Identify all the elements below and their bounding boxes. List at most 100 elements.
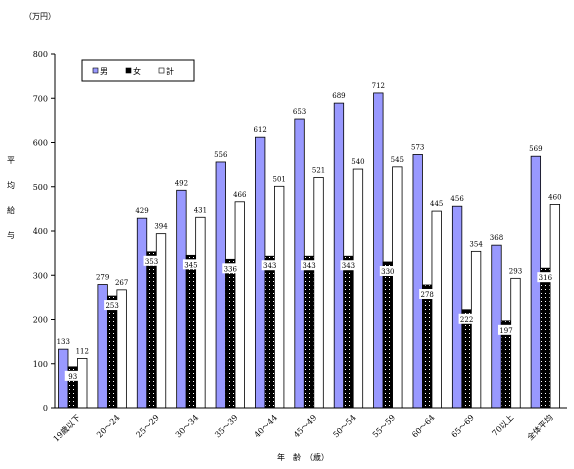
data-label: 343	[263, 262, 276, 270]
bar-male	[176, 189, 187, 409]
x-tick-label: 20～24	[95, 413, 121, 439]
y-tick-label: 500	[33, 183, 48, 192]
x-tick-label: 65～69	[450, 413, 476, 439]
legend-swatch-total	[158, 67, 165, 74]
data-label: 556	[214, 151, 228, 159]
bar-total	[431, 210, 442, 409]
bar-female	[343, 255, 354, 409]
data-label: 653	[293, 108, 306, 116]
data-label: 345	[184, 261, 197, 269]
data-label: 316	[539, 274, 553, 282]
data-label: 279	[96, 274, 109, 282]
bar-female	[106, 295, 118, 409]
data-label: 368	[490, 234, 503, 242]
data-label: 93	[68, 373, 77, 381]
bar-total	[352, 168, 364, 409]
data-label: 394	[154, 223, 168, 231]
x-tick-label: 19歳以下	[51, 412, 82, 443]
y-axis-title-char: 平	[7, 156, 15, 165]
bar-female	[225, 258, 236, 409]
data-label: 354	[469, 240, 483, 248]
data-label-background	[379, 265, 396, 276]
x-tick-label: 25～29	[134, 413, 160, 439]
legend-label-female: 女	[133, 66, 141, 76]
data-label: 353	[145, 258, 158, 266]
data-label: 431	[194, 206, 207, 214]
x-axis: 19歳以下 20～24 25～29 30～34 35～39 40～44 45～49 50～54…	[51, 407, 567, 444]
bar-total	[77, 358, 88, 409]
y-tick-label: 100	[33, 360, 48, 369]
bar-total	[392, 166, 403, 409]
data-label: 267	[115, 279, 128, 287]
data-label: 569	[529, 145, 542, 153]
data-label: 278	[421, 291, 434, 299]
y-axis-title-char: 与	[7, 231, 15, 240]
data-label: 343	[342, 262, 355, 270]
data-label: 330	[381, 268, 394, 276]
unit-label: （万円）	[24, 12, 56, 21]
bar-female	[382, 261, 393, 409]
data-label: 689	[332, 92, 345, 100]
data-label-background	[64, 370, 81, 381]
bar-male	[255, 136, 266, 409]
y-tick-label: 0	[43, 404, 48, 413]
data-label: 545	[391, 156, 404, 164]
bar-total	[470, 250, 482, 409]
x-tick-label: 30～34	[174, 413, 200, 439]
y-tick-label: 200	[33, 316, 48, 325]
legend-label-total: 計	[166, 66, 174, 76]
x-tick-label: 45～49	[292, 413, 318, 439]
data-label: 460	[548, 193, 561, 201]
x-tick-label: 70以上	[490, 413, 515, 438]
data-label-background	[182, 259, 199, 270]
y-tick-label: 300	[33, 271, 48, 280]
data-label: 712	[372, 82, 385, 90]
data-label: 293	[509, 267, 522, 275]
bar-total	[234, 201, 245, 409]
data-label: 501	[272, 175, 285, 183]
x-tick-label: 40～44	[253, 413, 279, 439]
data-label: 573	[411, 143, 424, 151]
legend-swatch-male	[92, 67, 99, 74]
data-label: 253	[105, 302, 118, 310]
bar-male	[333, 102, 345, 409]
bar-total	[510, 277, 521, 409]
legend-box	[81, 59, 195, 82]
y-axis-title-char: 均	[7, 180, 15, 190]
legend: 男 女 計	[81, 59, 195, 82]
data-label: 540	[351, 158, 364, 166]
data-label-background	[261, 260, 278, 271]
data-label-background	[222, 263, 239, 274]
bar-male	[215, 161, 226, 409]
data-label-background	[497, 324, 514, 335]
bar-total	[274, 185, 285, 409]
data-label: 336	[224, 265, 238, 273]
y-tick-label: 700	[33, 94, 48, 103]
bar-male	[373, 92, 384, 409]
data-label: 521	[312, 166, 325, 174]
data-label: 112	[76, 347, 89, 355]
y-tick-label: 400	[33, 227, 48, 236]
data-label-background	[537, 272, 554, 283]
data-label: 456	[450, 195, 464, 203]
bar-female	[303, 255, 315, 409]
bar-total	[313, 177, 324, 409]
bar-male	[451, 205, 463, 409]
bar-total	[549, 204, 561, 409]
bar-female	[185, 254, 197, 409]
y-tick-label: 600	[33, 139, 48, 148]
bar-female	[461, 309, 472, 409]
x-tick-label: 55～59	[371, 413, 397, 439]
bar-female	[422, 284, 433, 409]
bar-total	[195, 216, 206, 409]
y-axis-title-char: 給	[7, 205, 15, 215]
data-label-background	[301, 260, 318, 271]
y-tick-label: 800	[33, 50, 48, 59]
legend-swatch-female	[125, 67, 132, 74]
x-tick-label: 35～39	[213, 413, 239, 439]
data-label: 492	[175, 179, 188, 187]
data-label: 429	[135, 207, 148, 215]
data-label: 445	[430, 200, 443, 208]
